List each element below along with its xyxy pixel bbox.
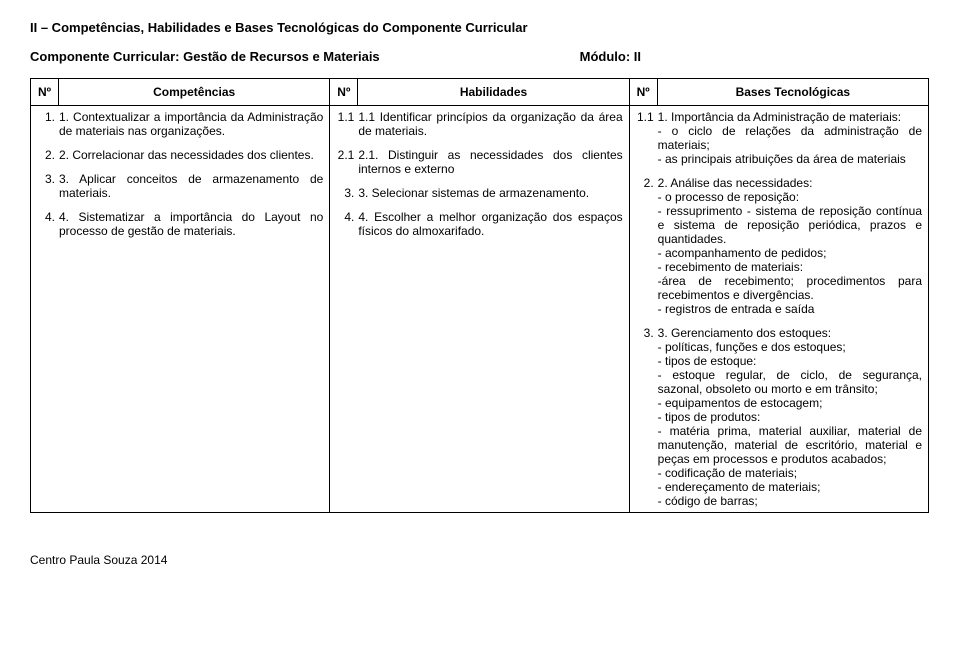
header-bases: Bases Tecnológicas — [657, 79, 928, 106]
habilidades-cell: 1.11.1 Identificar princípios da organiz… — [330, 106, 629, 513]
subtitle-row: Componente Curricular: Gestão de Recurso… — [30, 49, 929, 64]
num: 1. — [37, 110, 59, 138]
text: 1. Contextualizar a importância da Admin… — [59, 110, 323, 138]
table-body-row: 1.1. Contextualizar a importância da Adm… — [31, 106, 929, 513]
num: 3. — [37, 172, 59, 200]
table-header-row: Nº Competências Nº Habilidades Nº Bases … — [31, 79, 929, 106]
num: 3. — [336, 186, 358, 200]
curriculum-table: Nº Competências Nº Habilidades Nº Bases … — [30, 78, 929, 513]
num: 2. — [37, 148, 59, 162]
text: 2. Análise das necessidades: - o process… — [658, 176, 922, 316]
text: 3. Aplicar conceitos de armazenamento de… — [59, 172, 323, 200]
text: 4. Escolher a melhor organização dos esp… — [358, 210, 622, 238]
subtitle-component: Componente Curricular: Gestão de Recurso… — [30, 49, 380, 64]
num: 2.1 — [336, 148, 358, 176]
num: 1.1 — [636, 110, 658, 166]
num: 1.1 — [336, 110, 358, 138]
num: 3. — [636, 326, 658, 508]
text: 2. Correlacionar das necessidades dos cl… — [59, 148, 323, 162]
footer: Centro Paula Souza 2014 — [30, 553, 929, 567]
header-num-2: Nº — [330, 79, 358, 106]
header-habilidades: Habilidades — [358, 79, 629, 106]
section-title: II – Competências, Habilidades e Bases T… — [30, 20, 929, 35]
num: 4. — [37, 210, 59, 238]
header-num-1: Nº — [31, 79, 59, 106]
text: 1.1 Identificar princípios da organizaçã… — [358, 110, 622, 138]
text: 2.1. Distinguir as necessidades dos clie… — [358, 148, 622, 176]
bases-cell: 1.11. Importância da Administração de ma… — [629, 106, 928, 513]
num: 4. — [336, 210, 358, 238]
competencias-cell: 1.1. Contextualizar a importância da Adm… — [31, 106, 330, 513]
header-num-3: Nº — [629, 79, 657, 106]
num: 2. — [636, 176, 658, 316]
text: 4. Sistematizar a importância do Layout … — [59, 210, 323, 238]
header-competencias: Competências — [59, 79, 330, 106]
text: 3. Gerenciamento dos estoques: - polític… — [658, 326, 922, 508]
subtitle-module: Módulo: II — [580, 49, 641, 64]
text: 1. Importância da Administração de mater… — [658, 110, 922, 166]
text: 3. Selecionar sistemas de armazenamento. — [358, 186, 622, 200]
